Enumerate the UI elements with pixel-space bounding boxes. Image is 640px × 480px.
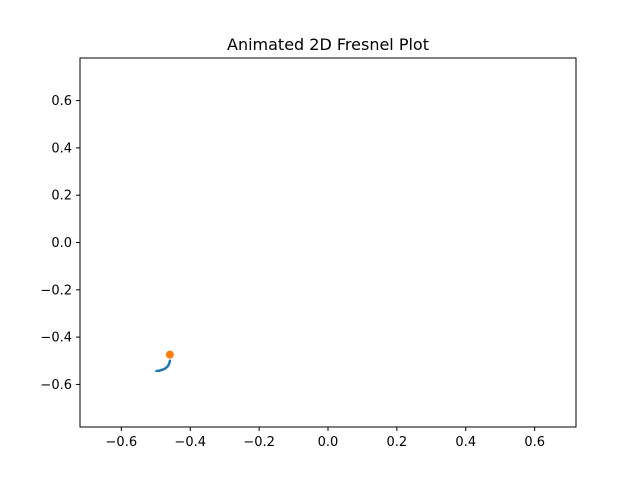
- x-tick-label: −0.2: [243, 435, 275, 450]
- y-tick-label: 0.4: [51, 141, 72, 156]
- y-tick-label: −0.6: [40, 378, 72, 393]
- x-tick-label: 0.4: [455, 435, 476, 450]
- x-tick-label: 0.2: [387, 435, 408, 450]
- y-tick-label: 0.0: [51, 236, 72, 251]
- y-tick-label: 0.2: [51, 189, 72, 204]
- plot-series: [155, 350, 174, 373]
- y-tick-label: −0.2: [40, 283, 72, 298]
- axes-frame: [79, 57, 577, 428]
- y-axis-ticks: −0.6 −0.4 −0.2 0.0 0.2 0.4 0.6: [40, 94, 80, 393]
- y-tick-label: −0.4: [40, 331, 72, 346]
- x-tick-label: −0.4: [174, 435, 206, 450]
- x-tick-label: 0.6: [524, 435, 545, 450]
- fresnel-curve-line: [155, 359, 172, 373]
- x-axis-ticks: −0.6 −0.4 −0.2 0.0 0.2 0.4 0.6: [106, 427, 545, 450]
- chart-title: Animated 2D Fresnel Plot: [227, 35, 429, 54]
- x-tick-label: −0.6: [106, 435, 138, 450]
- y-tick-label: 0.6: [51, 94, 72, 109]
- x-tick-label: 0.0: [318, 435, 339, 450]
- current-point-marker: [165, 350, 174, 359]
